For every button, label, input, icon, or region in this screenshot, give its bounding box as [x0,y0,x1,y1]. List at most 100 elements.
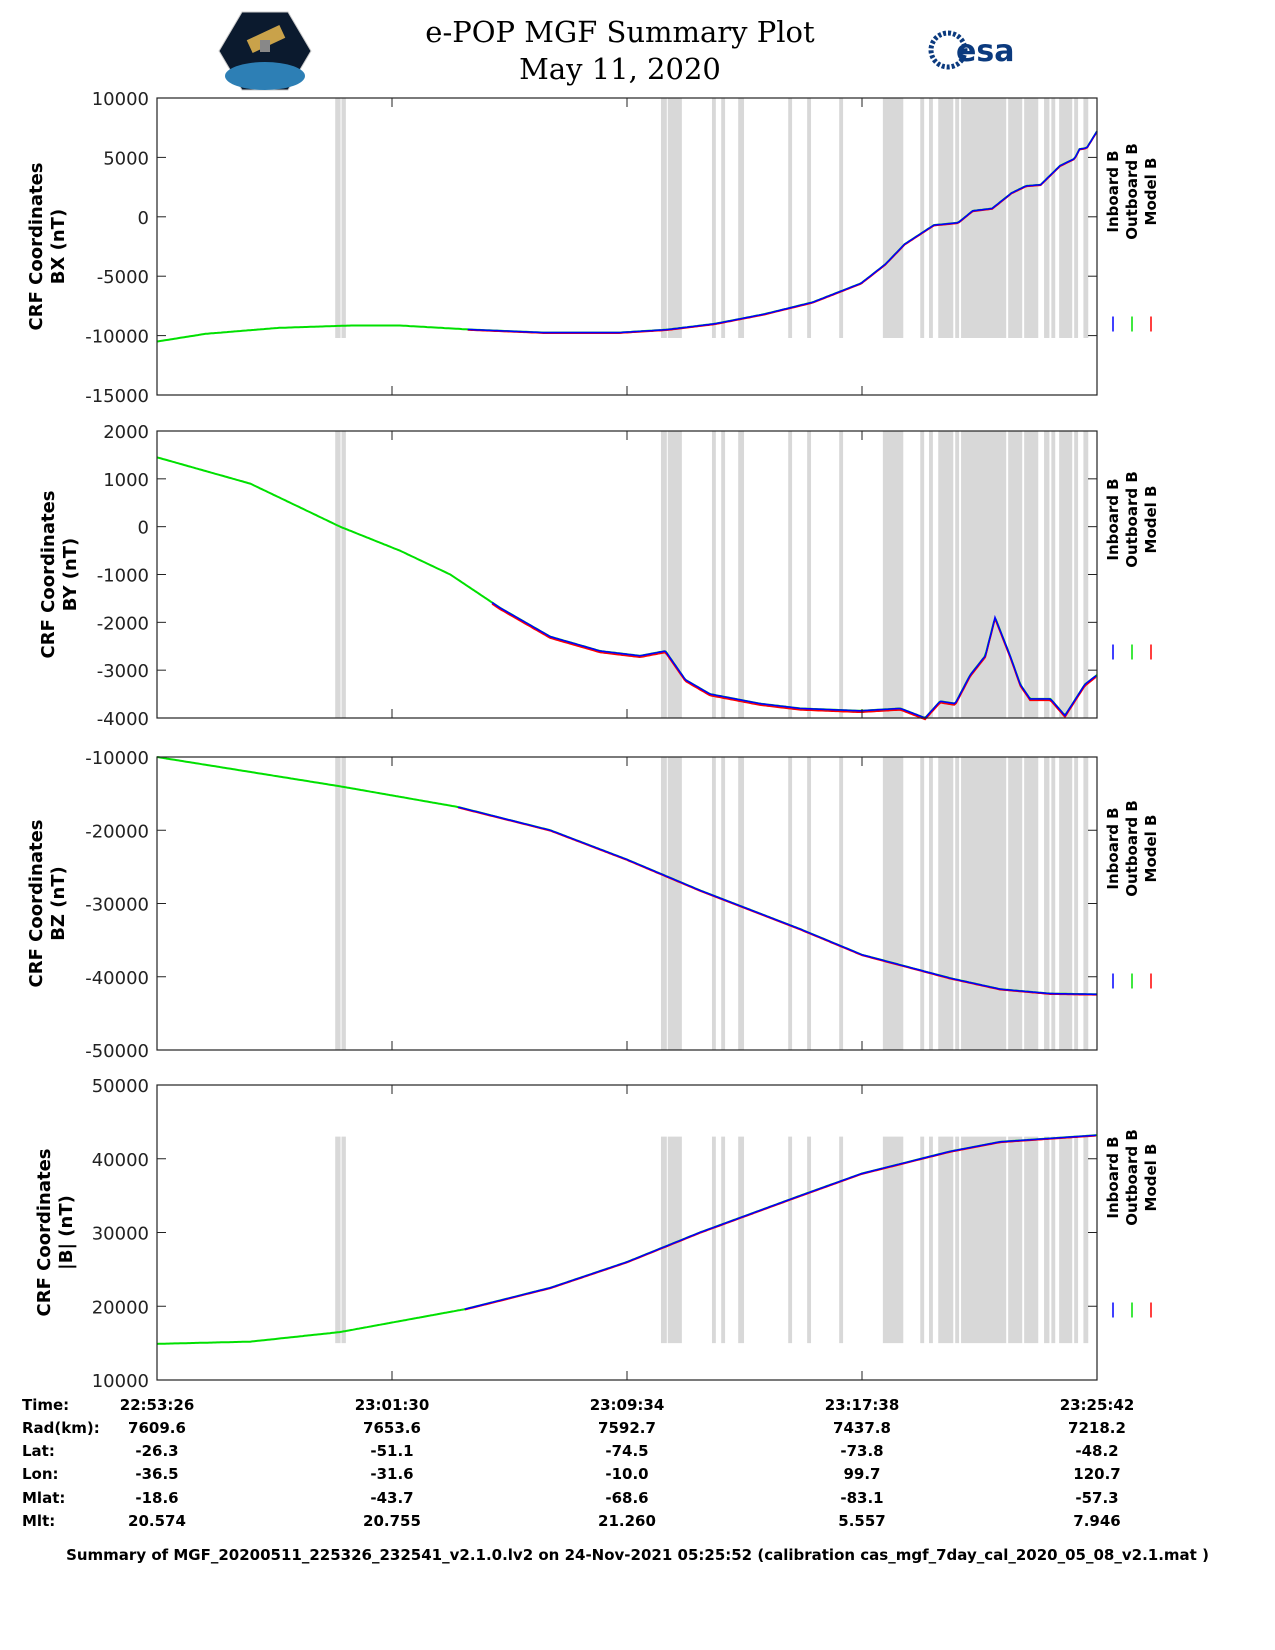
data-gap-band [721,98,726,338]
data-gap-band [660,98,667,338]
y-tick-label: 1000 [103,470,149,491]
data-gap-band [1044,757,1050,1050]
data-gap-band [807,98,812,338]
y-tick-label: 10000 [92,1371,149,1392]
data-gap-band [1024,98,1039,338]
data-gap-band [711,757,716,1050]
data-gap-band [955,431,960,718]
y-tick-label: 0 [138,208,149,229]
table-cell: -36.5 [135,1465,179,1483]
data-gap-band [938,431,954,718]
y-tick-label: -20000 [85,821,149,842]
y-tick-label: 5000 [103,148,149,169]
y-tick-label: -15000 [85,386,149,407]
esa-logo: esa [928,30,1014,70]
footer-caption: Summary of MGF_20200511_225326_232541_v2… [66,1546,1209,1564]
data-gap-band [961,757,1007,1050]
row-label: Time: [22,1396,70,1414]
data-gap-band [882,431,904,718]
table-cell: -83.1 [840,1489,884,1507]
y-tick-label: -1000 [97,566,149,587]
data-gap-band [711,1136,716,1344]
legend-label: Model B [1142,158,1160,226]
data-gap-band [1074,98,1079,338]
y-tick-label: -10000 [85,327,149,348]
table-cell: 20.574 [128,1512,186,1530]
y-tick-label: 2000 [103,422,149,443]
data-gap-band [920,1136,925,1344]
table-cell: 21.260 [598,1512,656,1530]
legend-label: Inboard B [1104,1136,1122,1218]
data-gap-band [920,431,925,718]
table-cell: -18.6 [135,1489,179,1507]
data-gap-band [1051,757,1056,1050]
data-gap-band [335,1136,341,1344]
data-gap-band [1083,1136,1089,1344]
data-gap-band [961,98,1007,338]
y-tick-label: -2000 [97,613,149,634]
data-gap-band [711,431,716,718]
title-line-1: e-POP MGF Summary Plot [425,15,815,49]
data-gap-band [1083,98,1089,338]
data-gap-band [335,98,341,338]
legend-label: Outboard B [1123,143,1141,240]
table-cell: -31.6 [370,1465,414,1483]
data-gap-band [955,98,960,338]
y-tick-label: 30000 [92,1224,149,1245]
data-gap-band [721,757,726,1050]
data-gap-band [882,757,904,1050]
legend-label: Inboard B [1104,807,1122,889]
table-cell: -26.3 [135,1442,179,1460]
data-gap-band [721,431,726,718]
table-cell: 5.557 [838,1512,886,1530]
y-axis-label: CRF Coordinates [26,820,47,988]
table-cell: 7437.8 [833,1419,891,1437]
legend-label: Inboard B [1104,150,1122,232]
y-tick-label: 0 [138,518,149,539]
row-label: Rad(km): [22,1419,100,1437]
panel-1: 10000 5000 0 -5000 -10000 -15000 CRF Coordinat… [26,89,1160,407]
data-gap-band [955,1136,960,1344]
title-line-2: May 11, 2020 [519,52,721,86]
data-gap-band [955,757,960,1050]
y-tick-label: -30000 [85,895,149,916]
legend-label: Model B [1142,1144,1160,1212]
row-label: Lat: [22,1442,55,1460]
data-gap-band [929,1136,933,1344]
table-cell: 99.7 [843,1465,881,1483]
data-gap-band [882,1136,904,1344]
data-gap-band [1051,98,1056,338]
y-tick-label: -4000 [97,709,149,730]
data-gap-band [1044,98,1050,338]
y-tick-label: 10000 [92,89,149,110]
y-tick-label: -10000 [85,748,149,769]
data-gap-band [335,431,341,718]
y-axis-label: CRF Coordinates [38,491,59,659]
data-gap-band [1083,431,1089,718]
data-gap-band [341,1136,346,1344]
table-cell: 23:01:30 [354,1396,430,1414]
table-cell: 23:17:38 [824,1396,900,1414]
table-cell: 7653.6 [363,1419,421,1437]
table-cell: -43.7 [370,1489,414,1507]
data-gap-band [839,1136,844,1344]
legend-label: Inboard B [1104,478,1122,560]
panel-2: 2000 1000 0 -1000 -2000 -3000 -4000 CRF Coordin… [38,422,1160,730]
data-gap-band [839,98,844,338]
series-inboard-b [457,806,1097,996]
table-cell: 23:09:34 [589,1396,665,1414]
legend-label: Model B [1142,815,1160,883]
row-label: Mlat: [22,1489,66,1507]
data-gap-band [667,98,682,338]
y-tick-label: -50000 [85,1041,149,1062]
y-axis-label: CRF Coordinates [26,163,47,331]
data-gap-band [1024,757,1039,1050]
data-gap-band [839,431,844,718]
data-gap-band [807,1136,812,1344]
data-gap-band [738,98,745,338]
data-gap-band [929,431,933,718]
data-gap-band [1008,98,1023,338]
data-gap-band [1051,431,1056,718]
y-axis-label: BZ (nT) [48,866,69,941]
data-gap-band [341,98,346,338]
